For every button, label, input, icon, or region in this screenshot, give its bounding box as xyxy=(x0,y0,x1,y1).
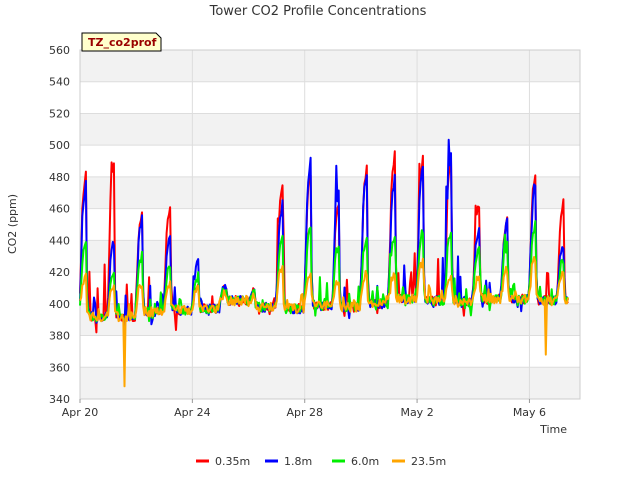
plot-band xyxy=(80,113,580,146)
y-tick-label: 540 xyxy=(49,76,70,89)
plot-band xyxy=(80,367,580,399)
x-tick-labels: Apr 20 Apr 24 Apr 28 May 2 May 6 xyxy=(62,399,546,419)
y-axis-label: CO2 (ppm) xyxy=(6,194,19,254)
badge-label: TZ_co2prof xyxy=(88,36,157,49)
y-tick-label: 360 xyxy=(49,361,70,374)
y-tick-label: 380 xyxy=(49,330,70,343)
y-tick-label: 560 xyxy=(49,44,70,57)
x-tick-label: Apr 24 xyxy=(174,406,211,419)
y-tick-label: 520 xyxy=(49,107,70,120)
series-line-23.5m xyxy=(79,256,570,388)
x-tick-label: May 2 xyxy=(400,406,433,419)
legend-label: 0.35m xyxy=(215,455,250,468)
y-tick-label: 400 xyxy=(49,298,70,311)
plot-bands xyxy=(80,50,580,399)
badge-box xyxy=(81,32,162,52)
legend-label: 6.0m xyxy=(351,455,379,468)
legend: 0.35m 1.8m 6.0m 23.5m xyxy=(196,455,446,468)
plot-frame xyxy=(79,49,581,400)
x-tick-label: May 6 xyxy=(513,406,546,419)
plot-band xyxy=(80,240,580,273)
y-tick-label: 500 xyxy=(49,139,70,152)
series-lines xyxy=(79,138,570,388)
y-tick-labels: 340 360 380 400 420 440 460 480 500 520 540 560 xyxy=(49,44,70,406)
plot-band xyxy=(80,176,580,209)
y-tick-label: 440 xyxy=(49,234,70,247)
y-tick-label: 340 xyxy=(49,393,70,406)
plot-band xyxy=(80,50,580,82)
legend-label: 23.5m xyxy=(411,455,446,468)
x-axis-label: Time xyxy=(539,423,567,436)
x-tick-label: Apr 28 xyxy=(286,406,323,419)
site-badge: TZ_co2prof xyxy=(81,32,162,52)
y-tick-label: 420 xyxy=(49,266,70,279)
x-tick-label: Apr 20 xyxy=(62,406,99,419)
chart-title: Tower CO2 Profile Concentrations xyxy=(209,4,427,19)
y-tick-label: 480 xyxy=(49,171,70,184)
legend-label: 1.8m xyxy=(284,455,312,468)
y-tick-label: 460 xyxy=(49,203,70,216)
